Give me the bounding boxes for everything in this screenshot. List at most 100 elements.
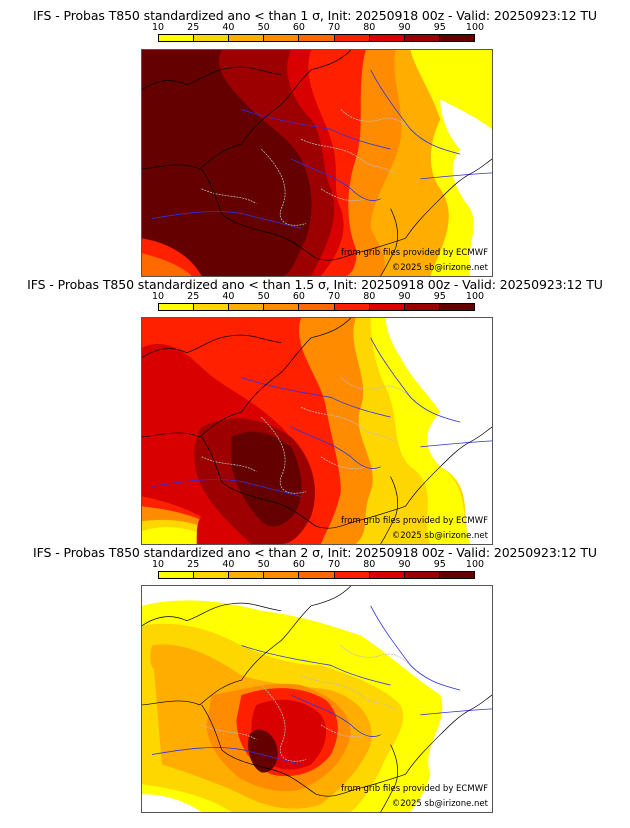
coastline [142, 50, 352, 170]
map-canvas [142, 50, 492, 276]
colorbar-ticks: 10 25 40 50 60 70 80 90 95 100 [152, 291, 484, 302]
colorbar-tick: 10 [151, 291, 165, 302]
colorbar-segment [194, 35, 230, 41]
colorbar-tick: 90 [398, 559, 411, 570]
colorbar-segment [439, 35, 474, 41]
colorbar-tick: 40 [222, 559, 235, 570]
colorbar-segment [299, 572, 335, 578]
probability-contour [231, 431, 302, 527]
colorbar-segment [334, 304, 370, 310]
colorbar-tick: 80 [363, 291, 376, 302]
coastline [201, 168, 406, 261]
admin-boundary [300, 406, 396, 443]
colorbar [158, 303, 475, 311]
coastline [405, 694, 492, 775]
admin-boundary [201, 724, 257, 740]
colorbar-segment [194, 304, 230, 310]
probability-map: from grib files provided by ECMWF ©2025 … [141, 49, 493, 277]
coastline [380, 208, 398, 276]
colorbar-tick: 80 [363, 22, 376, 33]
admin-boundary [300, 674, 396, 711]
colorbar-tick: 60 [292, 22, 305, 33]
river-line [420, 172, 492, 180]
colorbar-segment [229, 304, 265, 310]
copyright-notice: ©2025 sb@irizone.net [391, 263, 488, 273]
source-credit: from grib files provided by ECMWF [341, 248, 488, 258]
coastline [142, 318, 352, 438]
source-credit: from grib files provided by ECMWF [341, 784, 488, 794]
admin-boundary [300, 138, 396, 175]
colorbar-tick: 25 [187, 291, 200, 302]
colorbar-tick: 10 [151, 22, 165, 33]
river-line [241, 377, 391, 418]
admin-boundary [201, 188, 257, 204]
river-line [290, 694, 381, 738]
river-line [241, 645, 391, 686]
forecast-panel-3: IFS - Probas T850 standardized ano < tha… [0, 545, 630, 817]
admin-boundary [340, 645, 416, 671]
colorbar-tick: 100 [465, 22, 485, 33]
admin-boundary [261, 416, 307, 494]
colorbar-tick: 100 [465, 291, 485, 302]
probability-contour [142, 253, 192, 276]
admin-boundary [320, 724, 366, 738]
colorbar-tick: 25 [187, 559, 200, 570]
copyright-notice: ©2025 sb@irizone.net [391, 531, 488, 541]
colorbar [158, 571, 475, 579]
source-credit: from grib files provided by ECMWF [341, 516, 488, 526]
colorbar-tick: 10 [151, 559, 165, 570]
colorbar-segment [264, 35, 300, 41]
colorbar-tick: 40 [222, 22, 235, 33]
probability-contour [150, 645, 168, 672]
colorbar-tick: 95 [433, 22, 446, 33]
probability-contour [385, 318, 492, 544]
colorbar-segment [264, 304, 300, 310]
colorbar-segment [264, 572, 300, 578]
colorbar-segment [369, 304, 405, 310]
admin-boundary [340, 377, 416, 403]
colorbar-segment [159, 304, 195, 310]
coastline [201, 704, 406, 797]
panel-title: IFS - Probas T850 standardized ano < tha… [33, 545, 597, 560]
colorbar-tick: 60 [292, 559, 305, 570]
colorbar-segment [229, 35, 265, 41]
river-line [420, 440, 492, 448]
map-canvas [142, 586, 492, 812]
colorbar-segment [404, 304, 440, 310]
panel-title: IFS - Probas T850 standardized ano < tha… [33, 8, 597, 23]
colorbar-segment [439, 572, 474, 578]
colorbar-tick: 95 [433, 559, 446, 570]
colorbar-tick: 80 [363, 559, 376, 570]
forecast-panel-1: IFS - Probas T850 standardized ano < tha… [0, 8, 630, 280]
colorbar-tick: 70 [328, 22, 341, 33]
probability-contour [196, 515, 242, 544]
river-line [151, 747, 302, 765]
river-line [290, 426, 381, 470]
colorbar-tick: 100 [465, 559, 485, 570]
coastline [142, 66, 282, 90]
colorbar-tick: 60 [292, 291, 305, 302]
probability-map: from grib files provided by ECMWF ©2025 … [141, 585, 493, 813]
probability-map: from grib files provided by ECMWF ©2025 … [141, 317, 493, 545]
forecast-panel-2: IFS - Probas T850 standardized ano < tha… [0, 277, 630, 547]
colorbar-tick: 70 [328, 291, 341, 302]
colorbar-segment [299, 304, 335, 310]
colorbar-segment [334, 572, 370, 578]
probability-contour [370, 318, 471, 544]
colorbar-segment [334, 35, 370, 41]
colorbar-tick: 25 [187, 22, 200, 33]
admin-boundary [201, 456, 257, 472]
coastline [142, 602, 282, 626]
colorbar-tick: 50 [257, 559, 270, 570]
coastline [380, 744, 398, 812]
probability-contour [142, 50, 312, 276]
map-canvas [142, 318, 492, 544]
probability-contour [410, 50, 492, 276]
colorbar-tick: 50 [257, 22, 270, 33]
colorbar-tick: 90 [398, 291, 411, 302]
admin-boundary [320, 456, 366, 470]
colorbar-ticks: 10 25 40 50 60 70 80 90 95 100 [152, 22, 484, 33]
colorbar-segment [369, 572, 405, 578]
colorbar-segment [299, 35, 335, 41]
colorbar-ticks: 10 25 40 50 60 70 80 90 95 100 [152, 559, 484, 570]
